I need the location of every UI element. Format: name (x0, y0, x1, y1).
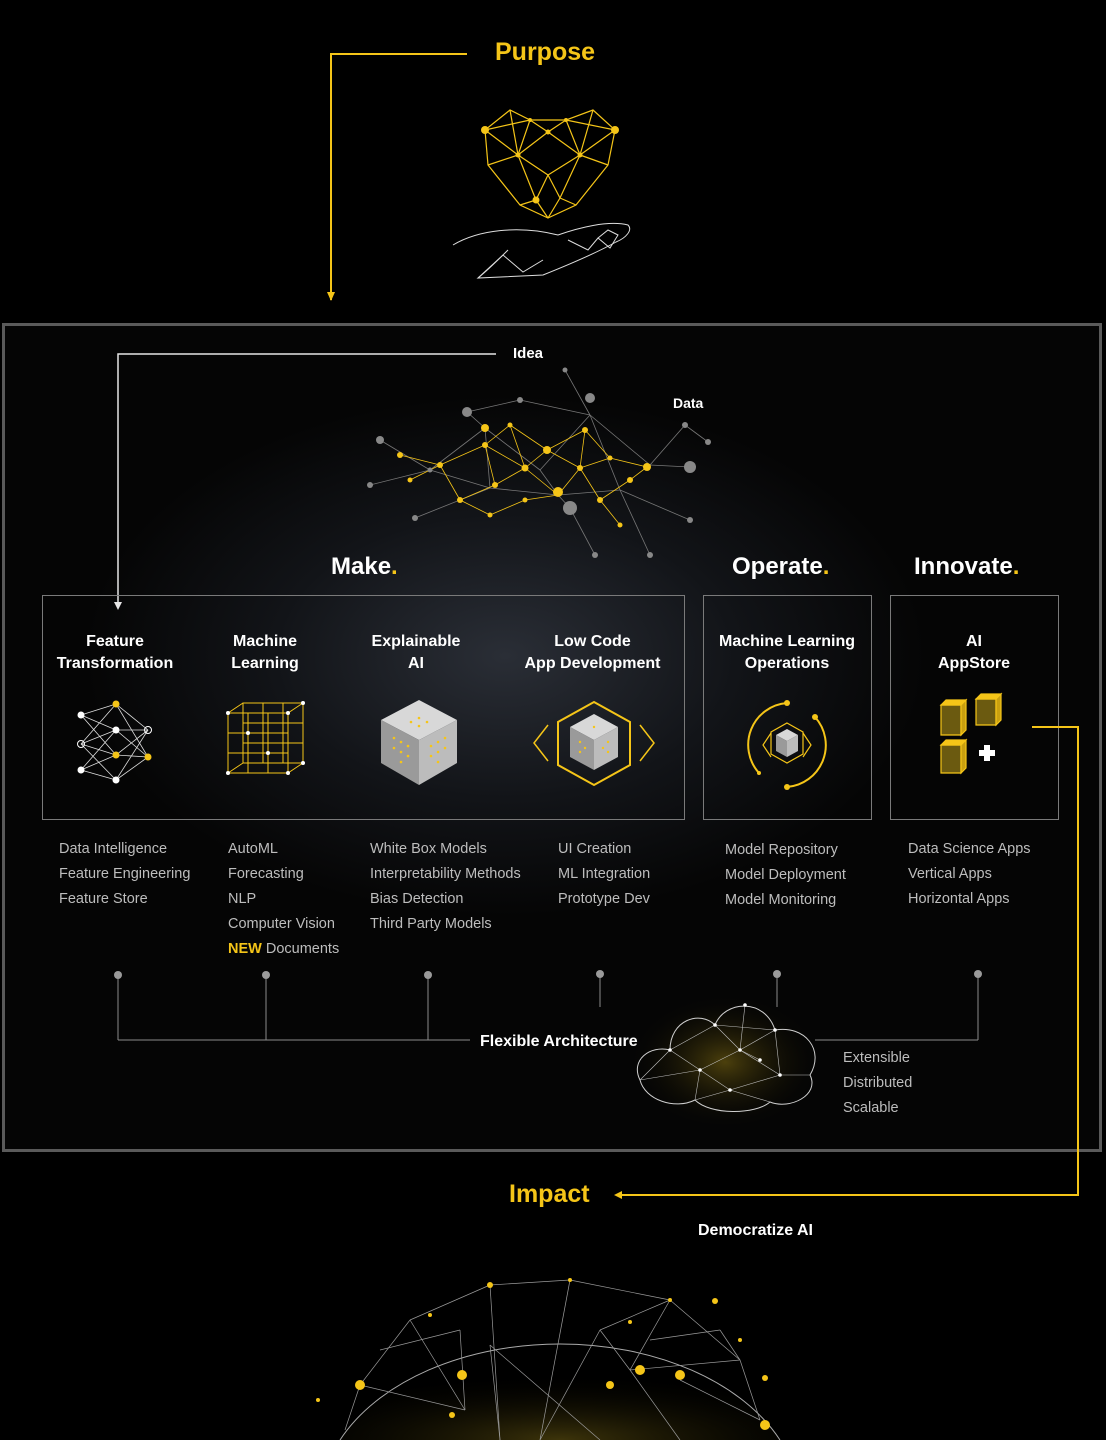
idea-label: Idea (513, 345, 544, 362)
purpose-title: Purpose (495, 38, 596, 66)
operate-heading: Operate. (732, 553, 830, 580)
wireframe-cube-icon (226, 701, 305, 775)
make-heading: Make. (331, 553, 398, 580)
list-item: Extensible (843, 1050, 910, 1066)
innovate-heading: Innovate. (914, 553, 1020, 580)
list-item: Interpretability Methods (370, 866, 521, 882)
list-item: Vertical Apps (908, 866, 992, 882)
machine-learning-list: AutoML Forecasting NLP Computer Vision N… (228, 837, 339, 962)
ops-cycle-icon (747, 700, 827, 790)
innovate-box (890, 595, 1059, 820)
code-cube-icon (533, 700, 655, 787)
list-item: Bias Detection (370, 891, 464, 907)
operate-box (703, 595, 872, 820)
card-title-low-code: Low Code App Development (524, 633, 661, 672)
new-badge: NEW (228, 941, 262, 957)
list-item: Model Repository (725, 842, 838, 858)
list-item: NEW Documents (228, 941, 340, 957)
list-item: Prototype Dev (558, 891, 650, 907)
card-title-mlops: Machine Learning Operations (718, 633, 856, 672)
impact-subtitle: Democratize AI (698, 1222, 813, 1239)
appstore-blocks-icon (939, 692, 1003, 775)
list-item: Horizontal Apps (908, 891, 1010, 907)
architecture-list: Extensible Distributed Scalable (843, 1046, 912, 1121)
list-item: Forecasting (228, 866, 304, 882)
purpose-connector (327, 53, 467, 301)
card-title-appstore: AI AppStore (938, 633, 1010, 672)
list-item: Model Deployment (725, 867, 846, 883)
list-item: Data Science Apps (908, 841, 1031, 857)
list-item: Scalable (843, 1100, 899, 1116)
list-item: Feature Engineering (59, 866, 191, 882)
cloud-network-icon (625, 985, 825, 1125)
architecture-title: Flexible Architecture (480, 1033, 638, 1050)
list-item: ML Integration (558, 866, 651, 882)
mlops-list: Model Repository Model Deployment Model … (725, 838, 846, 913)
list-item: NLP (228, 891, 257, 907)
appstore-list: Data Science Apps Vertical Apps Horizont… (908, 837, 1031, 912)
architecture-connectors (114, 970, 982, 1041)
data-network-graphic (367, 367, 711, 558)
glass-cube-icon (381, 700, 457, 785)
list-item: Distributed (843, 1075, 913, 1091)
data-label: Data (673, 395, 704, 411)
list-item: Third Party Models (370, 916, 492, 932)
card-title-explainable-ai: Explainable AI (371, 633, 461, 672)
impact-connector (614, 726, 1079, 1199)
explainable-ai-list: White Box Models Interpretability Method… (370, 837, 521, 937)
list-item: Data Intelligence (59, 841, 168, 857)
low-code-list: UI Creation ML Integration Prototype Dev (558, 837, 650, 912)
list-item: AutoML (228, 841, 278, 857)
card-title-feature-transformation: Feature Transformation (56, 633, 174, 672)
platform-frame (2, 323, 1102, 1152)
impact-title: Impact (509, 1180, 590, 1208)
make-box (42, 595, 685, 820)
list-item: Computer Vision (228, 916, 335, 932)
list-item: White Box Models (370, 841, 487, 857)
feature-transformation-list: Data Intelligence Feature Engineering Fe… (59, 837, 190, 912)
card-title-machine-learning: Machine Learning (231, 633, 299, 672)
neural-network-icon (77, 700, 152, 784)
heart-hand-icon (452, 109, 631, 279)
list-item: Feature Store (59, 891, 148, 907)
list-item: UI Creation (558, 841, 632, 857)
idea-connector (114, 353, 496, 610)
globe-network-icon (316, 1278, 781, 1440)
list-item: Model Monitoring (725, 892, 837, 908)
